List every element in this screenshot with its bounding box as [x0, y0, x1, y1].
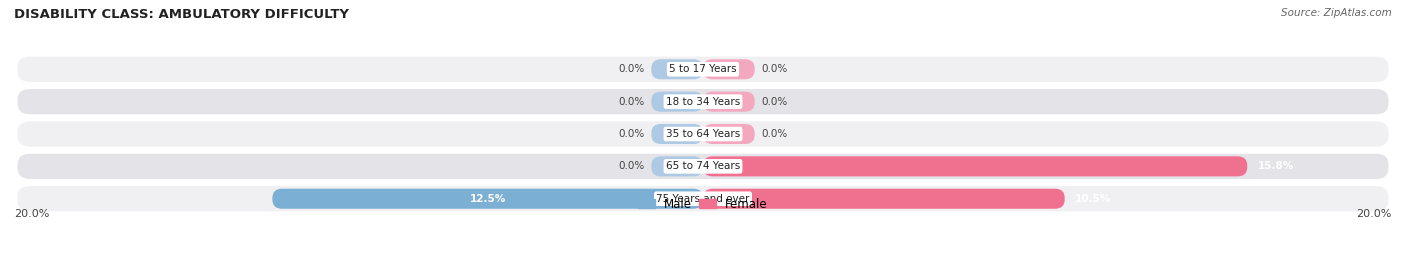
- Text: Source: ZipAtlas.com: Source: ZipAtlas.com: [1281, 8, 1392, 18]
- Text: 5 to 17 Years: 5 to 17 Years: [669, 64, 737, 74]
- FancyBboxPatch shape: [703, 156, 1247, 176]
- FancyBboxPatch shape: [273, 189, 703, 209]
- Text: 18 to 34 Years: 18 to 34 Years: [666, 97, 740, 107]
- Text: DISABILITY CLASS: AMBULATORY DIFFICULTY: DISABILITY CLASS: AMBULATORY DIFFICULTY: [14, 8, 349, 21]
- Text: 0.0%: 0.0%: [619, 161, 644, 171]
- FancyBboxPatch shape: [703, 189, 1064, 209]
- FancyBboxPatch shape: [651, 92, 703, 112]
- FancyBboxPatch shape: [703, 124, 755, 144]
- Text: 65 to 74 Years: 65 to 74 Years: [666, 161, 740, 171]
- Text: 0.0%: 0.0%: [762, 64, 787, 74]
- FancyBboxPatch shape: [703, 59, 755, 79]
- FancyBboxPatch shape: [17, 186, 1389, 211]
- Text: 20.0%: 20.0%: [1357, 209, 1392, 219]
- Text: 0.0%: 0.0%: [762, 97, 787, 107]
- Text: 0.0%: 0.0%: [762, 129, 787, 139]
- Text: 10.5%: 10.5%: [1076, 194, 1111, 204]
- Text: 35 to 64 Years: 35 to 64 Years: [666, 129, 740, 139]
- FancyBboxPatch shape: [651, 156, 703, 176]
- FancyBboxPatch shape: [703, 92, 755, 112]
- FancyBboxPatch shape: [17, 154, 1389, 179]
- Legend: Male, Female: Male, Female: [634, 193, 772, 215]
- Text: 20.0%: 20.0%: [14, 209, 49, 219]
- Text: 12.5%: 12.5%: [470, 194, 506, 204]
- Text: 0.0%: 0.0%: [619, 64, 644, 74]
- FancyBboxPatch shape: [17, 121, 1389, 147]
- FancyBboxPatch shape: [651, 124, 703, 144]
- Text: 75 Years and over: 75 Years and over: [657, 194, 749, 204]
- Text: 0.0%: 0.0%: [619, 97, 644, 107]
- FancyBboxPatch shape: [17, 89, 1389, 114]
- Text: 15.8%: 15.8%: [1257, 161, 1294, 171]
- FancyBboxPatch shape: [651, 59, 703, 79]
- Text: 0.0%: 0.0%: [619, 129, 644, 139]
- FancyBboxPatch shape: [17, 57, 1389, 82]
